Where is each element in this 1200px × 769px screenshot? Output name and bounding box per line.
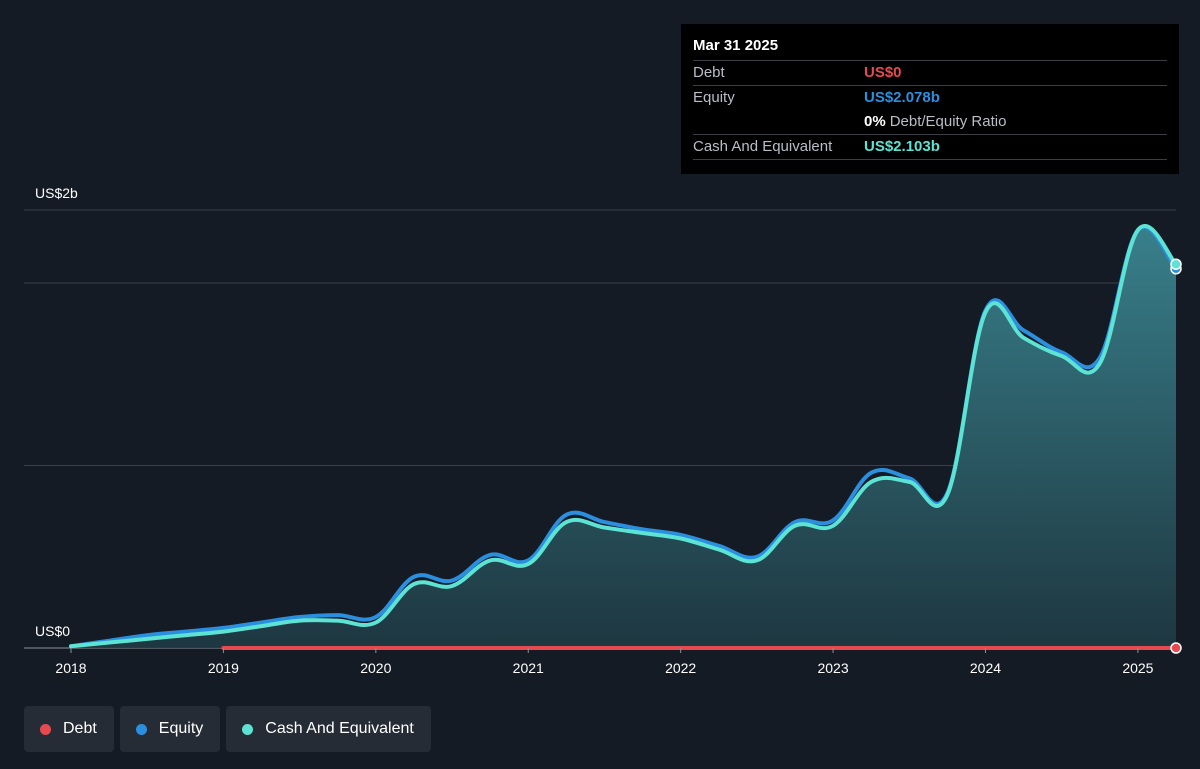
chart-end-markers [1170,258,1182,654]
x-tick-label: 2024 [970,660,1001,676]
x-tick-label: 2021 [513,660,544,676]
x-tick-label: 2020 [360,660,391,676]
x-tick-label: 2022 [665,660,696,676]
y-axis-top-label: US$2b [35,185,78,201]
tooltip-equity-value: US$2.078b [864,89,940,106]
chart-legend: Debt Equity Cash And Equivalent [24,706,431,752]
debt-end-marker [1170,642,1182,654]
tooltip-date: Mar 31 2025 [693,37,779,54]
legend-dot-debt [40,723,51,735]
tooltip-debt-value: US$0 [864,64,902,81]
tooltip-cash-value: US$2.103b [864,138,940,155]
legend-label-cash: Cash And Equivalent [265,720,414,737]
equity-line [69,225,1178,649]
x-tick-label: 2018 [55,660,86,676]
debt-equity-chart: 2018 2019 2020 2021 2022 2023 2024 2025 US$2b U… [24,185,1182,676]
tooltip-ratio-label: Debt/Equity Ratio [889,113,1007,130]
tooltip-equity-label: Equity [693,89,735,106]
tooltip-row-equity: Equity US$2.078b [693,85,1167,110]
x-tick-label: 2025 [1122,660,1153,676]
tooltip-row-cash: Cash And Equivalent US$2.103b [693,134,1167,160]
legend-item-debt[interactable]: Debt [24,706,114,752]
x-axis-ticks: 2018 2019 2020 2021 2022 2023 2024 2025 [55,648,1154,676]
legend-dot-equity [135,723,147,735]
tooltip-row-debt: Debt US$0 [693,60,1167,85]
chart-lines [69,224,1178,650]
legend-item-equity[interactable]: Equity [119,706,221,752]
x-tick-label: 2019 [208,660,239,676]
x-tick-label: 2023 [817,660,848,676]
chart-areas [71,225,1176,648]
tooltip-cash-label: Cash And Equivalent [693,138,833,155]
chart-tooltip: Mar 31 2025 Debt US$0 Equity US$2.078b 0… [681,24,1179,174]
cash-and-equivalent-end-marker [1170,258,1182,270]
y-axis-bottom-label: US$0 [35,623,70,639]
tooltip-row-ratio: 0% Debt/Equity Ratio [693,110,1167,134]
tooltip-debt-label: Debt [693,64,725,81]
legend-label-equity: Equity [158,720,204,737]
cash-area-fill [71,225,1176,648]
legend-label-debt: Debt [63,720,97,737]
cash-and-equivalent-line [69,224,1178,649]
legend-item-cash[interactable]: Cash And Equivalent [226,706,431,752]
tooltip-ratio-value: 0% [864,113,886,130]
legend-dot-cash [242,723,254,735]
